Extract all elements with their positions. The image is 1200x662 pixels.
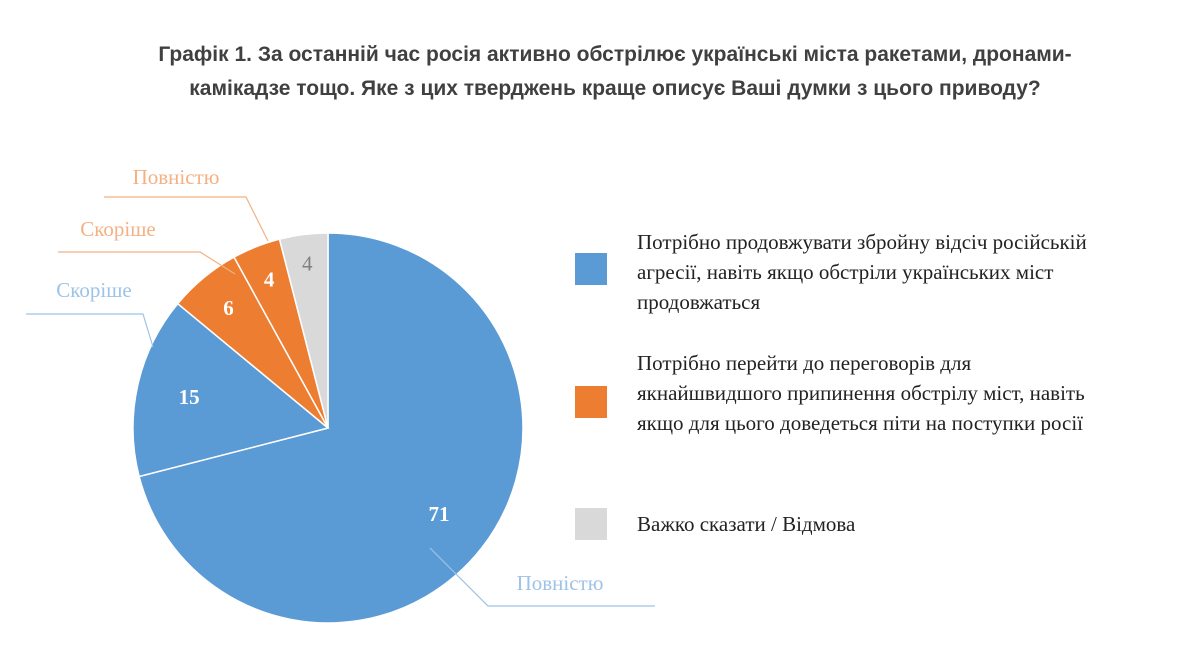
- legend-item-negotiations: Потрібно перейти до переговорів для якна…: [575, 348, 1107, 438]
- slice-value-label-4: 4: [302, 252, 313, 276]
- callout-line-2: [58, 251, 236, 275]
- slice-value-label-0: 71: [428, 502, 449, 526]
- legend-swatch-blue: [575, 253, 607, 285]
- callout-label-0: Повністю: [517, 571, 604, 595]
- callout-line-0: [429, 547, 655, 607]
- slice-value-label-3: 4: [264, 267, 275, 291]
- legend-item-hard-to-say: Важко сказати / Відмова: [575, 508, 1107, 540]
- chart-title-line-1: Графік 1. За останній час росія активно …: [158, 43, 1072, 66]
- legend-item-continue-resistance: Потрібно продовжувати збройну відсіч рос…: [575, 227, 1107, 317]
- callout-label-1: Скоріше: [56, 278, 131, 302]
- callout-label-2: Скоріше: [80, 217, 155, 241]
- callout-label-3: Повністю: [133, 165, 220, 189]
- legend-swatch-orange: [575, 386, 607, 418]
- legend-swatch-gray: [575, 508, 607, 540]
- pie-slice-4: [278, 232, 329, 429]
- callout-line-1: [26, 313, 154, 348]
- legend-text-negotiations: Потрібно перейти до переговорів для якна…: [637, 351, 1085, 435]
- callout-line-3: [104, 196, 269, 242]
- pie-slice-1: [132, 302, 330, 478]
- pie-slice-0: [138, 232, 524, 624]
- legend-text-hard-to-say: Важко сказати / Відмова: [637, 512, 856, 536]
- chart-title: Графік 1. За останній час росія активно …: [40, 38, 1190, 106]
- slice-value-label-2: 6: [223, 296, 234, 320]
- chart-title-line-2: камікадзе тощо. Яке з цих тверджень кращ…: [189, 77, 1041, 100]
- slice-value-label-1: 15: [179, 385, 200, 409]
- legend-text-continue-resistance: Потрібно продовжувати збройну відсіч рос…: [637, 230, 1087, 314]
